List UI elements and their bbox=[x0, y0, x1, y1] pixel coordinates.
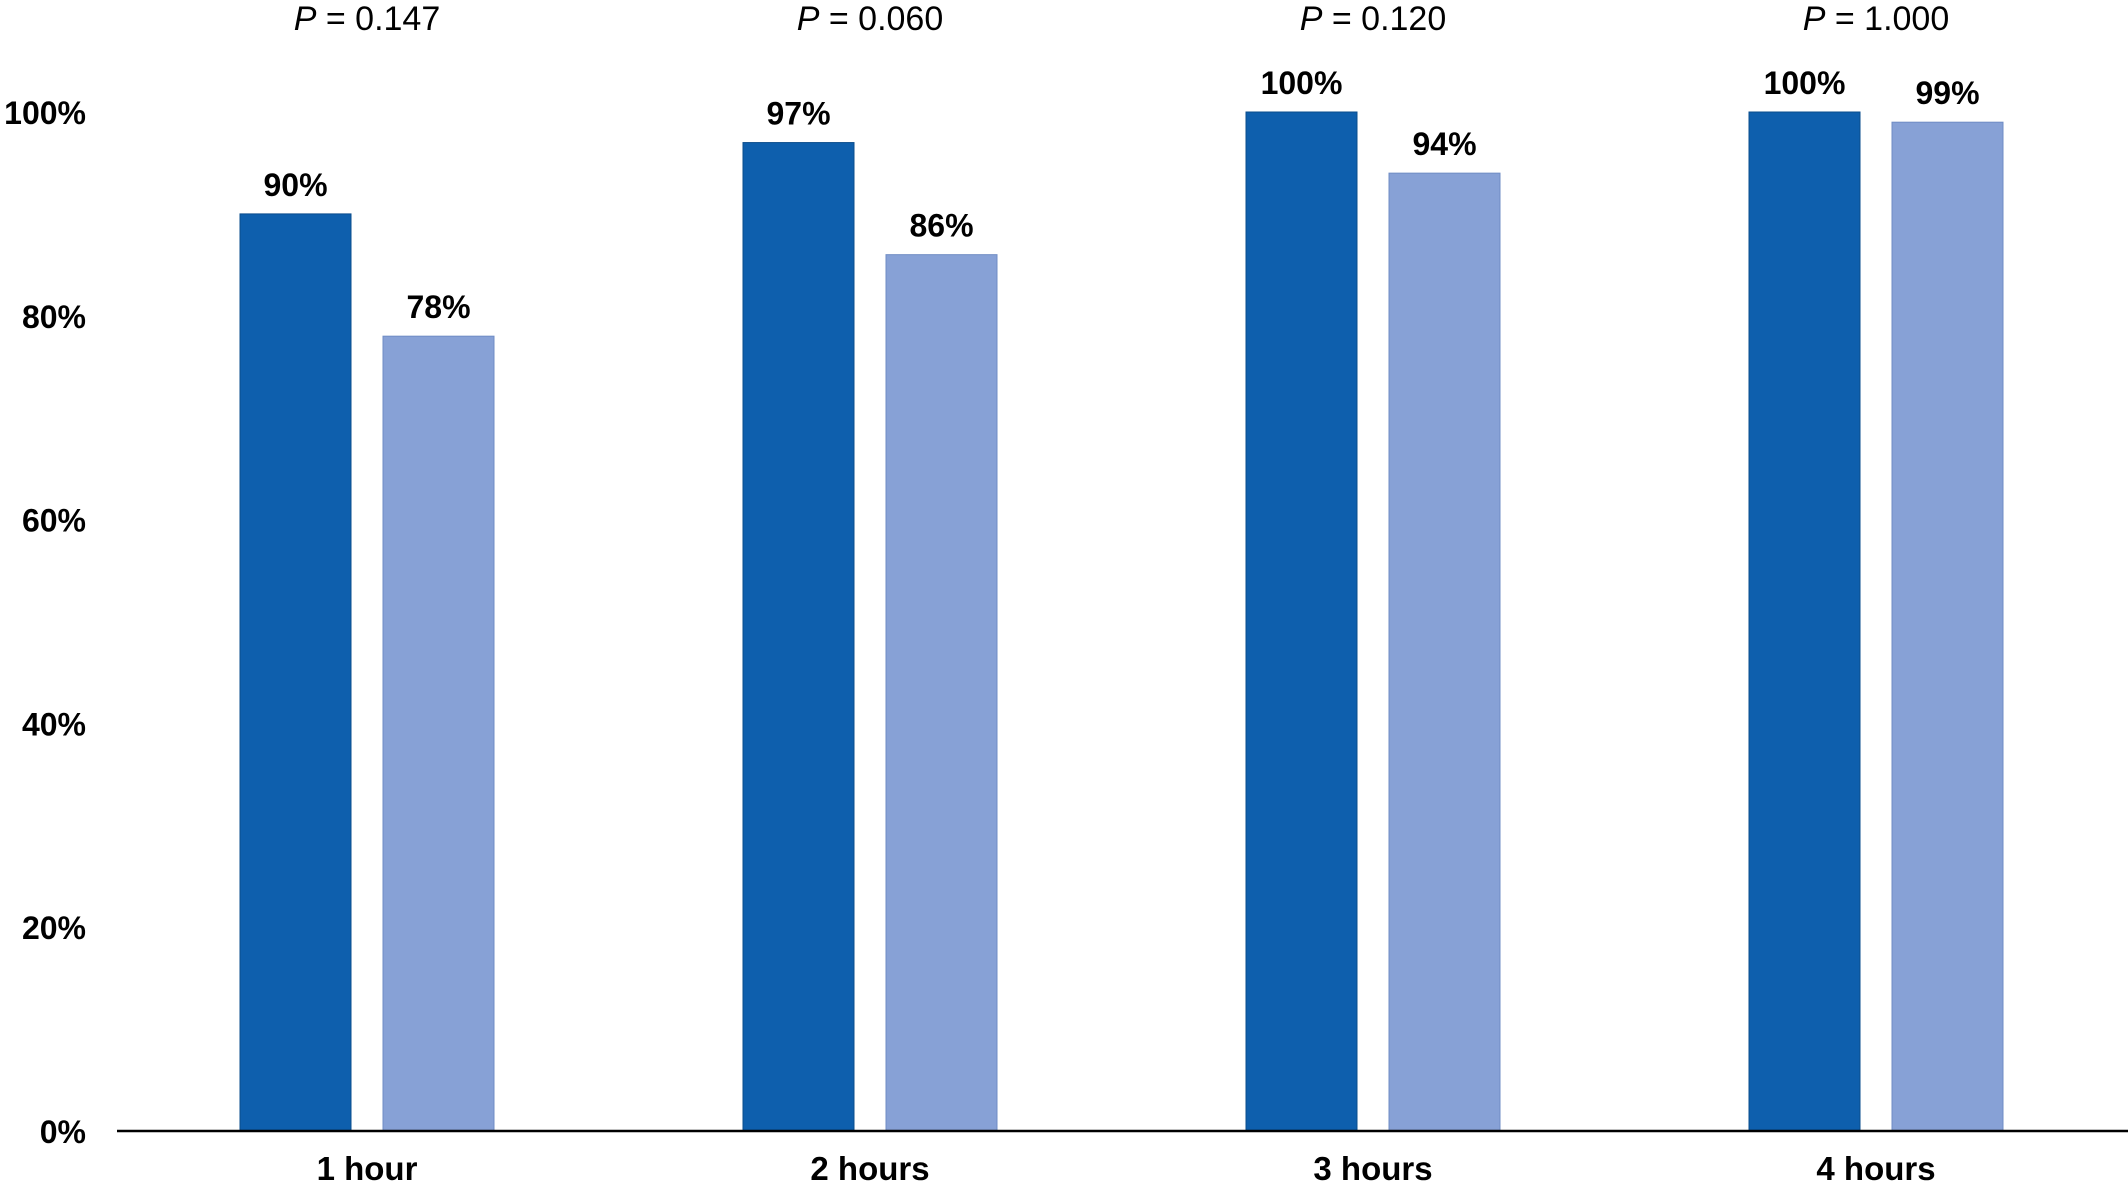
x-tick-label: 1 hour bbox=[317, 1150, 418, 1187]
bar-value-label: 100% bbox=[1764, 65, 1846, 101]
y-axis-tick-labels: 0% 20% 40% 60% 80% 100% bbox=[4, 95, 86, 1150]
p-symbol: P bbox=[1300, 0, 1323, 38]
data-labels: 90% 78% 97% 86% 100% 94% 100% 99% bbox=[263, 65, 1979, 325]
p-value-text: = 1.000 bbox=[1825, 0, 1949, 38]
p-value-annotations: P = 0.147 P = 0.060 P = 0.120 P = 1.000 bbox=[294, 0, 1950, 38]
bar-value-label: 78% bbox=[406, 289, 470, 325]
p-value-annotation: P = 0.120 bbox=[1300, 0, 1447, 38]
bar-value-label: 100% bbox=[1261, 65, 1343, 101]
bar-value-label: 86% bbox=[909, 208, 973, 244]
bar bbox=[1891, 121, 2004, 1132]
y-tick-label: 40% bbox=[22, 706, 86, 742]
p-symbol: P bbox=[1803, 0, 1826, 38]
x-tick-label: 2 hours bbox=[810, 1150, 929, 1187]
y-tick-label: 20% bbox=[22, 910, 86, 946]
bar bbox=[239, 213, 352, 1132]
bar bbox=[1748, 111, 1861, 1132]
bar bbox=[1388, 172, 1501, 1132]
bar bbox=[1245, 111, 1358, 1132]
p-value-text: = 0.120 bbox=[1322, 0, 1446, 38]
p-value-annotation: P = 1.000 bbox=[1803, 0, 1950, 38]
x-tick-label: 4 hours bbox=[1816, 1150, 1935, 1187]
bar-value-label: 94% bbox=[1412, 126, 1476, 162]
p-value-annotation: P = 0.147 bbox=[294, 0, 441, 38]
bar bbox=[885, 254, 998, 1132]
p-symbol: P bbox=[294, 0, 317, 38]
p-value-annotation: P = 0.060 bbox=[797, 0, 944, 38]
x-tick-label: 3 hours bbox=[1313, 1150, 1432, 1187]
p-value-text: = 0.060 bbox=[819, 0, 943, 38]
bar-value-label: 97% bbox=[766, 96, 830, 132]
x-axis-category-labels: 1 hour 2 hours 3 hours 4 hours bbox=[317, 1150, 1936, 1187]
bar bbox=[382, 335, 495, 1132]
bars bbox=[239, 111, 2004, 1132]
bar bbox=[742, 142, 855, 1132]
y-tick-label: 0% bbox=[40, 1114, 86, 1150]
y-tick-label: 80% bbox=[22, 299, 86, 335]
y-tick-label: 60% bbox=[22, 503, 86, 539]
p-value-text: = 0.147 bbox=[316, 0, 440, 38]
y-tick-label: 100% bbox=[4, 95, 86, 131]
bar-value-label: 99% bbox=[1915, 75, 1979, 111]
bar-value-label: 90% bbox=[263, 167, 327, 203]
p-symbol: P bbox=[797, 0, 820, 38]
